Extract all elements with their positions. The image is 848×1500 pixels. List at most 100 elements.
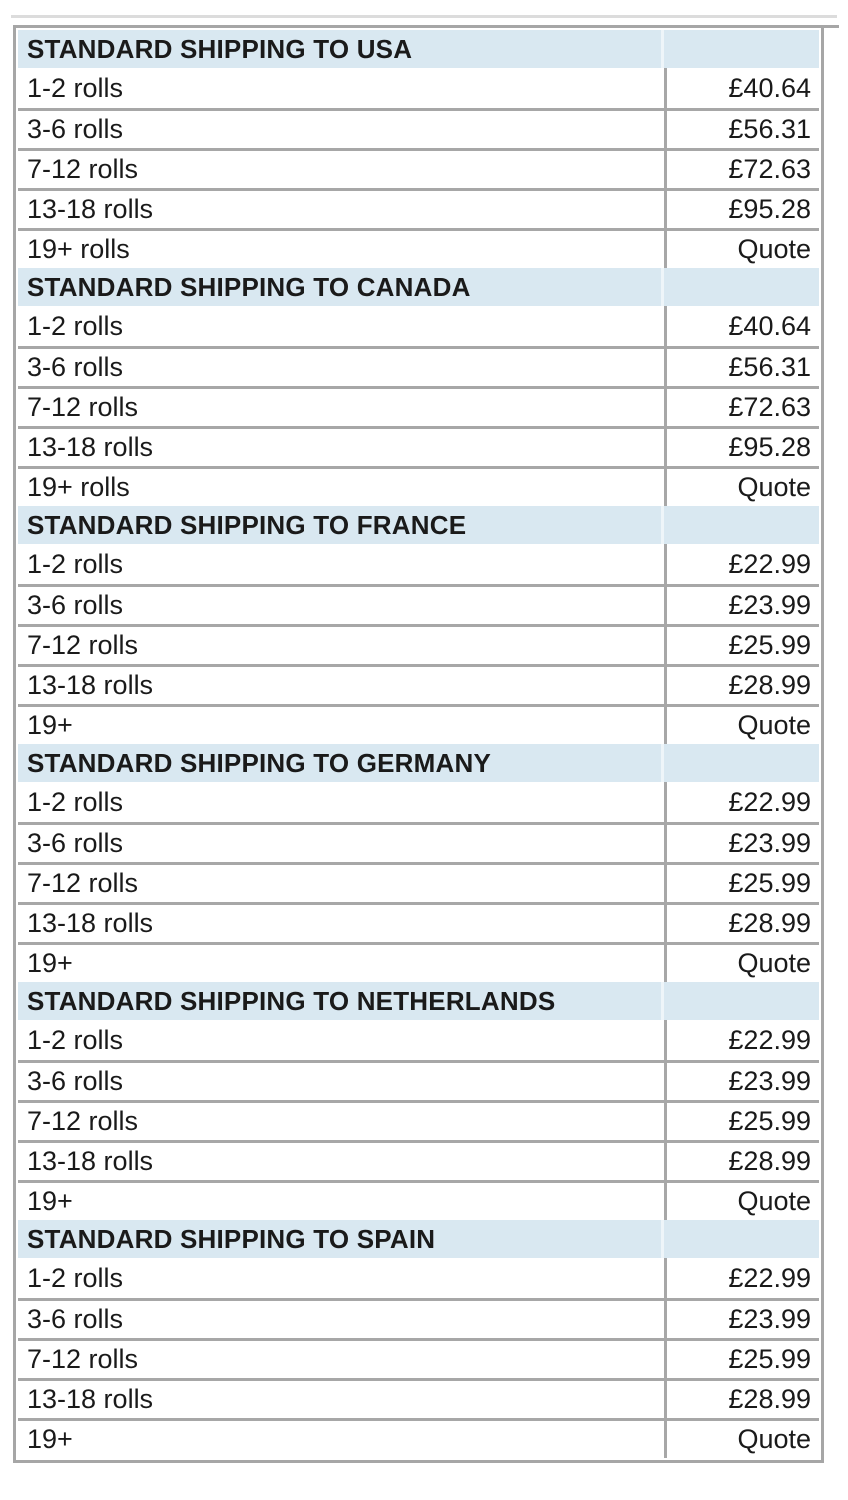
quantity-cell: 13-18 rolls xyxy=(27,670,154,700)
price-cell: £22.99 xyxy=(664,544,819,584)
quantity-cell: 13-18 rolls xyxy=(27,908,154,938)
quantity-cell: 3-6 rolls xyxy=(27,352,124,382)
section-header: STANDARD SHIPPING TO SPAIN xyxy=(18,1220,819,1258)
table-row: 1-2 rolls £22.99 xyxy=(18,1258,819,1298)
table-row: 7-12 rolls £25.99 xyxy=(18,862,819,902)
section-title: STANDARD SHIPPING TO NETHERLANDS xyxy=(27,985,556,1016)
price-cell: £28.99 xyxy=(664,667,819,704)
table-row: 19+ Quote xyxy=(18,1418,819,1458)
price-cell: £25.99 xyxy=(664,1341,819,1378)
price-cell: £56.31 xyxy=(664,349,819,386)
table-row: 1-2 rolls £22.99 xyxy=(18,1020,819,1060)
shipping-section: STANDARD SHIPPING TO GERMANY 1-2 rolls £… xyxy=(18,744,819,982)
section-title: STANDARD SHIPPING TO CANADA xyxy=(27,271,471,302)
quantity-cell: 19+ xyxy=(27,1186,73,1216)
table-row: 3-6 rolls £23.99 xyxy=(18,1060,819,1100)
table-row: 19+ Quote xyxy=(18,942,819,982)
price-cell: £23.99 xyxy=(664,587,819,624)
quantity-cell: 7-12 rolls xyxy=(27,1106,139,1136)
quantity-cell: 1-2 rolls xyxy=(27,1024,124,1055)
section-header: STANDARD SHIPPING TO GERMANY xyxy=(18,744,819,782)
section-header: STANDARD SHIPPING TO NETHERLANDS xyxy=(18,982,819,1020)
table-row: 1-2 rolls £22.99 xyxy=(18,544,819,584)
quantity-cell: 13-18 rolls xyxy=(27,1146,154,1176)
price-cell: £23.99 xyxy=(664,1063,819,1100)
shipping-rates-table: STANDARD SHIPPING TO USA 1-2 rolls £40.6… xyxy=(13,25,824,1463)
price-cell: £23.99 xyxy=(664,825,819,862)
price-cell: £25.99 xyxy=(664,1103,819,1140)
quantity-cell: 19+ xyxy=(27,1424,73,1454)
table-row: 7-12 rolls £25.99 xyxy=(18,1100,819,1140)
price-cell: £22.99 xyxy=(664,1258,819,1298)
section-header: STANDARD SHIPPING TO USA xyxy=(18,30,819,68)
quantity-cell: 7-12 rolls xyxy=(27,392,139,422)
section-header: STANDARD SHIPPING TO FRANCE xyxy=(18,506,819,544)
table-row: 13-18 rolls £95.28 xyxy=(18,426,819,466)
shipping-section: STANDARD SHIPPING TO USA 1-2 rolls £40.6… xyxy=(18,30,819,268)
price-cell: £40.64 xyxy=(664,306,819,346)
quantity-cell: 1-2 rolls xyxy=(27,72,124,103)
price-cell: £25.99 xyxy=(664,627,819,664)
price-cell: £72.63 xyxy=(664,389,819,426)
price-cell: Quote xyxy=(664,469,819,506)
table-row: 3-6 rolls £56.31 xyxy=(18,108,819,148)
quantity-cell: 1-2 rolls xyxy=(27,310,124,341)
shipping-section: STANDARD SHIPPING TO CANADA 1-2 rolls £4… xyxy=(18,268,819,506)
table-row: 19+ rolls Quote xyxy=(18,466,819,506)
table-row: 7-12 rolls £25.99 xyxy=(18,1338,819,1378)
table-row: 1-2 rolls £22.99 xyxy=(18,782,819,822)
table-row: 3-6 rolls £23.99 xyxy=(18,584,819,624)
table-row: 7-12 rolls £72.63 xyxy=(18,386,819,426)
table-top-border-extension xyxy=(820,25,839,28)
table-row: 19+ Quote xyxy=(18,1180,819,1220)
section-title: STANDARD SHIPPING TO FRANCE xyxy=(27,509,467,540)
quantity-cell: 7-12 rolls xyxy=(27,868,139,898)
table-row: 1-2 rolls £40.64 xyxy=(18,68,819,108)
quantity-cell: 7-12 rolls xyxy=(27,630,139,660)
quantity-cell: 3-6 rolls xyxy=(27,1304,124,1334)
table-row: 13-18 rolls £28.99 xyxy=(18,664,819,704)
price-cell: Quote xyxy=(664,1421,819,1458)
quantity-cell: 1-2 rolls xyxy=(27,548,124,579)
quantity-cell: 3-6 rolls xyxy=(27,114,124,144)
quantity-cell: 1-2 rolls xyxy=(27,786,124,817)
quantity-cell: 1-2 rolls xyxy=(27,1262,124,1293)
section-header: STANDARD SHIPPING TO CANADA xyxy=(18,268,819,306)
price-cell: £72.63 xyxy=(664,151,819,188)
section-title: STANDARD SHIPPING TO SPAIN xyxy=(27,1223,436,1254)
price-cell: Quote xyxy=(664,1183,819,1220)
price-cell: £56.31 xyxy=(664,111,819,148)
quantity-cell: 19+ xyxy=(27,710,73,740)
price-cell: Quote xyxy=(664,231,819,268)
shipping-section: STANDARD SHIPPING TO FRANCE 1-2 rolls £2… xyxy=(18,506,819,744)
table-row: 3-6 rolls £23.99 xyxy=(18,822,819,862)
quantity-cell: 19+ rolls xyxy=(27,472,130,502)
price-cell: Quote xyxy=(664,945,819,982)
price-cell: £22.99 xyxy=(664,782,819,822)
table-row: 13-18 rolls £28.99 xyxy=(18,1378,819,1418)
price-cell: £95.28 xyxy=(664,191,819,228)
price-cell: £95.28 xyxy=(664,429,819,466)
top-smudge-line xyxy=(11,15,837,18)
quantity-cell: 13-18 rolls xyxy=(27,432,154,462)
quantity-cell: 3-6 rolls xyxy=(27,828,124,858)
quantity-cell: 13-18 rolls xyxy=(27,1384,154,1414)
quantity-cell: 7-12 rolls xyxy=(27,154,139,184)
price-cell: £40.64 xyxy=(664,68,819,108)
price-cell: £23.99 xyxy=(664,1301,819,1338)
shipping-section: STANDARD SHIPPING TO NETHERLANDS 1-2 rol… xyxy=(18,982,819,1220)
table-row: 13-18 rolls £95.28 xyxy=(18,188,819,228)
quantity-cell: 19+ xyxy=(27,948,73,978)
quantity-cell: 3-6 rolls xyxy=(27,590,124,620)
table-row: 3-6 rolls £23.99 xyxy=(18,1298,819,1338)
table-row: 3-6 rolls £56.31 xyxy=(18,346,819,386)
quantity-cell: 3-6 rolls xyxy=(27,1066,124,1096)
section-title: STANDARD SHIPPING TO USA xyxy=(27,33,413,64)
section-title: STANDARD SHIPPING TO GERMANY xyxy=(27,747,492,778)
table-row: 13-18 rolls £28.99 xyxy=(18,902,819,942)
price-cell: £28.99 xyxy=(664,1381,819,1418)
table-row: 13-18 rolls £28.99 xyxy=(18,1140,819,1180)
price-cell: £28.99 xyxy=(664,1143,819,1180)
table-row: 19+ Quote xyxy=(18,704,819,744)
